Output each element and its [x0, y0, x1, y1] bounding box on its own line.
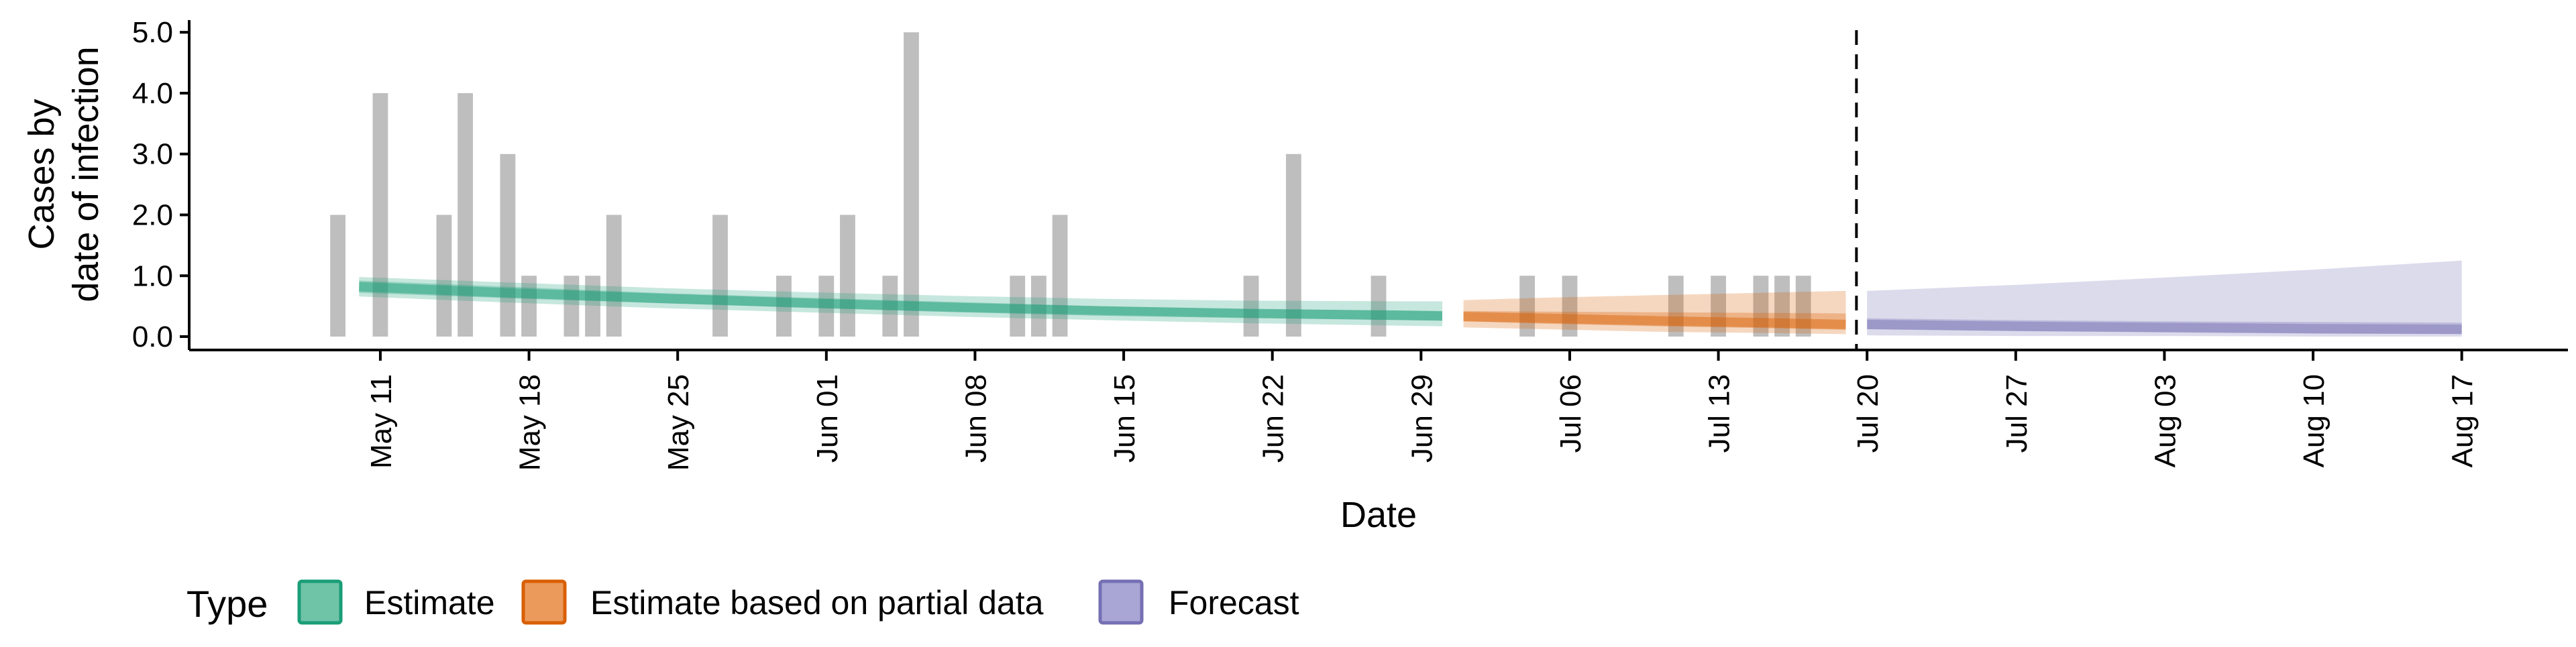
bar-2020-07-13	[1711, 276, 1726, 337]
series-forecast-outer-band	[1867, 260, 2462, 337]
series-estimate-based-on-partial-data-outer-band	[1463, 290, 1846, 335]
y-ticks: 0.0 1.0 2.0 3.0 4.0 5.0	[132, 16, 189, 353]
y-tick-label-4: 4.0	[132, 77, 173, 110]
y-tick-label-2: 2.0	[132, 198, 173, 231]
x-tick-label-9: Jul 13	[1703, 374, 1736, 453]
bar-2020-07-17	[1795, 276, 1811, 337]
bar-2020-05-21	[585, 276, 600, 337]
series-estimate-inner-band	[359, 280, 1442, 321]
bar-2020-05-22	[606, 215, 622, 337]
bar-2020-05-30	[776, 276, 792, 337]
y-tick-label-1: 1.0	[132, 259, 173, 292]
legend-key-estimate	[297, 579, 343, 625]
x-tick-label-14: Aug 17	[2447, 374, 2479, 467]
x-axis-title: Date	[1340, 495, 1417, 535]
bar-2020-06-02	[840, 215, 855, 337]
bar-2020-07-15	[1753, 276, 1769, 337]
y-axis-title-line-1: Cases by	[21, 99, 62, 249]
x-tick-label-7: Jun 29	[1405, 374, 1438, 463]
x-tick-label-3: Jun 01	[811, 374, 844, 463]
x-tick-label-6: Jun 22	[1257, 374, 1290, 463]
x-tick-label-10: Jul 20	[1851, 374, 1884, 453]
x-tick-label-13: Aug 10	[2298, 374, 2330, 467]
bar-2020-06-21	[1243, 276, 1259, 337]
x-tick-label-5: Jun 15	[1108, 374, 1141, 463]
series-estimate-based-on-partial-data-inner-band	[1463, 310, 1846, 330]
x-tick-label-12: Aug 03	[2149, 374, 2182, 467]
series-estimate-based-on-partial-data-median-line	[1463, 312, 1846, 329]
y-axis-title-line-2: date of infection	[66, 46, 106, 302]
x-ticks: May 11 May 18 May 25 Jun 01 Jun 08 Jun 15 Jun …	[365, 350, 2479, 471]
legend-label-forecast: Forecast	[1169, 584, 1299, 622]
bar-2020-06-23	[1285, 154, 1301, 337]
y-tick-label-5: 5.0	[132, 16, 173, 49]
bar-2020-05-15	[458, 93, 473, 337]
legend-key-forecast	[1098, 579, 1144, 625]
x-tick-label-8: Jul 06	[1554, 374, 1587, 453]
series-forecast-median-line	[1867, 319, 2462, 335]
bar-2020-06-01	[818, 276, 835, 337]
bar-2020-05-18	[521, 276, 537, 337]
bars-layer	[330, 32, 1811, 337]
x-tick-label-2: May 25	[662, 374, 695, 471]
series-estimate-outer-band	[359, 277, 1442, 327]
bar-2020-06-04	[882, 276, 898, 337]
bar-2020-05-20	[564, 276, 580, 337]
bar-2020-06-27	[1371, 276, 1387, 337]
y-tick-label-0: 0.0	[132, 320, 173, 353]
x-tick-label-1: May 18	[514, 374, 547, 471]
bar-2020-05-14	[436, 215, 452, 337]
legend-label-estimate: Estimate	[364, 584, 495, 622]
ribbons-layer	[359, 260, 2462, 337]
bar-2020-05-27	[712, 215, 728, 337]
series-forecast-inner-band	[1867, 318, 2462, 335]
axes-layer	[188, 20, 2568, 351]
bar-2020-07-04	[1519, 276, 1536, 337]
legend-key-estimate-based-on-partial-data	[521, 579, 567, 625]
bar-2020-05-11	[372, 93, 388, 337]
bar-2020-07-16	[1774, 276, 1790, 337]
legend: Type Estimate Estimate based on partial d…	[186, 579, 1299, 625]
x-tick-label-4: Jun 08	[959, 374, 992, 463]
x-tick-label-11: Jul 27	[2000, 374, 2033, 453]
legend-label-estimate-based-on-partial-data: Estimate based on partial data	[590, 584, 1044, 622]
bar-2020-06-05	[904, 32, 919, 337]
bar-2020-06-12	[1052, 215, 1068, 337]
bar-2020-06-10	[1010, 276, 1026, 337]
bar-2020-05-17	[500, 154, 516, 337]
series-estimate-median-line	[359, 282, 1443, 321]
bar-2020-07-06	[1562, 276, 1578, 337]
y-tick-label-3: 3.0	[132, 138, 173, 171]
bar-2020-07-11	[1668, 276, 1684, 337]
legend-title: Type	[186, 583, 268, 625]
bar-2020-06-11	[1031, 276, 1046, 337]
bar-2020-05-09	[330, 215, 346, 337]
x-tick-label-0: May 11	[365, 374, 398, 469]
